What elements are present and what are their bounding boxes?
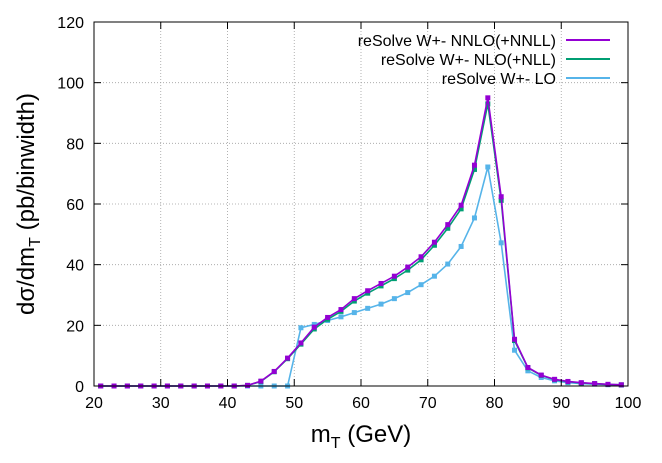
- data-point: [431, 273, 437, 279]
- y-axis-title-suffix: (pb/binwidth): [13, 93, 40, 237]
- data-point: [285, 355, 291, 361]
- data-point: [351, 296, 357, 302]
- data-point: [445, 222, 451, 228]
- data-point: [338, 314, 344, 320]
- legend-label: reSolve W+- LO: [442, 71, 556, 88]
- y-axis-title-sub: T: [27, 237, 44, 247]
- x-tick-label: 40: [219, 395, 237, 412]
- grid: [94, 22, 628, 386]
- data-point: [405, 267, 411, 273]
- x-tick-label: 30: [152, 395, 170, 412]
- data-point: [471, 166, 477, 172]
- x-axis-title-main: m: [311, 421, 331, 448]
- data-point: [445, 261, 451, 267]
- data-point: [418, 257, 424, 263]
- data-point: [351, 310, 357, 316]
- data-point: [525, 368, 531, 374]
- series-2: [98, 164, 624, 389]
- y-tick-label: 40: [66, 258, 84, 275]
- data-point: [365, 288, 371, 294]
- data-point: [525, 364, 531, 370]
- x-tick-label: 70: [419, 395, 437, 412]
- data-point: [485, 101, 491, 107]
- data-point: [485, 95, 491, 101]
- data-point: [311, 321, 317, 327]
- x-tick-label: 100: [615, 395, 642, 412]
- y-tick-label: 20: [66, 318, 84, 335]
- legend: reSolve W+- NNLO(+NNLL) reSolve W+- NLO(+…: [358, 33, 610, 88]
- data-point: [271, 368, 277, 374]
- data-point: [405, 264, 411, 270]
- data-point: [431, 239, 437, 245]
- data-point: [538, 372, 544, 378]
- data-point: [458, 243, 464, 249]
- y-tick-label: 100: [57, 76, 84, 93]
- y-tick-label: 0: [75, 379, 84, 396]
- data-point: [618, 382, 624, 388]
- y-axis-title: dσ/dmT (pb/binwidth): [13, 93, 44, 315]
- data-point: [512, 347, 518, 353]
- data-point: [325, 314, 331, 320]
- x-tick-label: 80: [486, 395, 504, 412]
- y-tick-label: 120: [57, 15, 84, 32]
- data-point: [431, 242, 437, 248]
- data-point: [378, 280, 384, 286]
- x-axis-title-suffix: (GeV): [341, 421, 412, 448]
- data-point: [391, 273, 397, 279]
- data-point: [498, 194, 504, 200]
- data-point: [298, 325, 304, 331]
- data-point: [445, 225, 451, 231]
- data-point: [565, 378, 571, 384]
- legend-label: reSolve W+- NLO(+NLL): [381, 52, 556, 69]
- x-tick-label: 90: [552, 395, 570, 412]
- data-point: [391, 296, 397, 302]
- data-point: [592, 381, 598, 387]
- data-point: [245, 382, 251, 388]
- y-axis-title-main: dσ/dm: [13, 247, 40, 315]
- x-tick-label: 20: [85, 395, 103, 412]
- data-point: [258, 378, 264, 384]
- ticks: [93, 21, 629, 387]
- data-point: [365, 305, 371, 311]
- data-point: [471, 215, 477, 221]
- x-tick-label: 50: [285, 395, 303, 412]
- data-point: [405, 290, 411, 296]
- data-point: [458, 202, 464, 208]
- y-tick-label: 60: [66, 197, 84, 214]
- data-point: [578, 380, 584, 386]
- data-point: [418, 254, 424, 260]
- data-point: [512, 336, 518, 342]
- x-tick-label: 60: [352, 395, 370, 412]
- data-point: [311, 324, 317, 330]
- legend-label: reSolve W+- NNLO(+NNLL): [358, 33, 556, 50]
- data-point: [605, 381, 611, 387]
- y-tick-label: 80: [66, 136, 84, 153]
- data-point: [471, 162, 477, 168]
- data-point: [498, 240, 504, 246]
- x-axis-title-sub: T: [331, 435, 341, 452]
- data-point: [378, 301, 384, 307]
- data-point: [458, 206, 464, 212]
- data-point: [552, 376, 558, 382]
- data-point: [485, 164, 491, 170]
- data-point: [418, 282, 424, 288]
- data-point: [298, 340, 304, 346]
- data-point: [338, 307, 344, 313]
- x-axis-title: mT (GeV): [311, 421, 411, 452]
